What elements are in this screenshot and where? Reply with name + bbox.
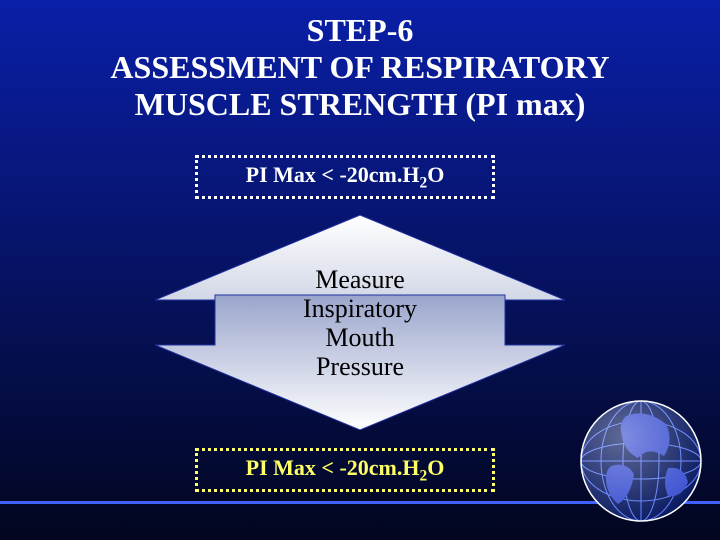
center-line-2: Inspiratory [303, 293, 417, 322]
center-line-4: Pressure [303, 352, 417, 381]
title-line-1: STEP-6 [0, 12, 720, 49]
center-instruction: Measure Inspiratory Mouth Pressure [303, 264, 417, 380]
criteria-top-label: PI Max < -20cm.H2O [246, 162, 445, 192]
criteria-bottom-label: PI Max < -20cm.H2O [246, 455, 445, 485]
globe-icon [576, 396, 706, 526]
criteria-box-bottom: PI Max < -20cm.H2O [195, 448, 495, 492]
title-line-3: MUSCLE STRENGTH (PI max) [0, 86, 720, 123]
slide: STEP-6 ASSESSMENT OF RESPIRATORY MUSCLE … [0, 0, 720, 540]
slide-title: STEP-6 ASSESSMENT OF RESPIRATORY MUSCLE … [0, 0, 720, 122]
arrow-diagram: Measure Inspiratory Mouth Pressure [155, 215, 565, 430]
center-line-1: Measure [303, 264, 417, 293]
criteria-box-top: PI Max < -20cm.H2O [195, 155, 495, 199]
center-line-3: Mouth [303, 323, 417, 352]
title-line-2: ASSESSMENT OF RESPIRATORY [0, 49, 720, 86]
